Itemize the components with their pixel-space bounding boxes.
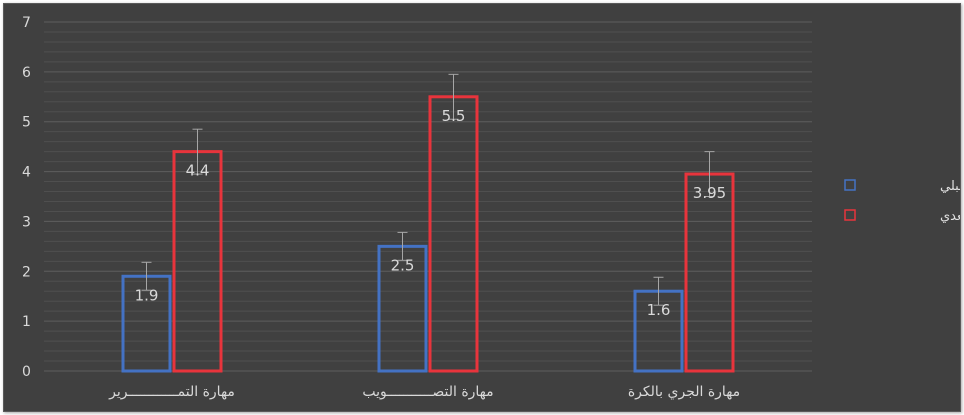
bar-chart: 0 1 2 3 4 5 6 7 1.9 4.4 2.5 5.5 1.6 3.95 مهارة التمـ… (22, 15, 960, 400)
data-labels: 1.9 4.4 2.5 5.5 1.6 3.95 (135, 107, 727, 319)
error-bar (653, 276, 664, 306)
legend-label: القياس البعدي (940, 209, 960, 224)
error-bar (448, 73, 459, 120)
y-tick-label: 2 (22, 264, 31, 280)
y-tick-label: 0 (22, 364, 31, 380)
legend-label: القياس القبلي (940, 179, 960, 194)
category-label: مهارة التمــــــــــــرير (108, 384, 235, 400)
data-label: 3.95 (693, 184, 726, 202)
y-axis-tick-labels: 0 1 2 3 4 5 6 7 (22, 15, 31, 380)
data-label: 4.4 (186, 162, 210, 180)
x-axis-category-labels: مهارة التمــــــــــــرير مهارة التصـــــ… (108, 384, 740, 400)
legend-item: القياس القبلي (844, 179, 960, 194)
chart-area: 0 1 2 3 4 5 6 7 1.9 4.4 2.5 5.5 1.6 3.95 مهارة التمـ… (3, 3, 961, 412)
bar (428, 95, 479, 373)
gridlines (44, 21, 812, 372)
data-label: 1.9 (135, 286, 159, 304)
y-tick-label: 1 (22, 314, 31, 330)
legend-swatch (844, 179, 856, 191)
y-tick-label: 7 (22, 15, 31, 31)
data-label: 2.5 (391, 256, 415, 274)
legend: القياس القبلي القياس البعدي (844, 179, 960, 224)
error-bar (141, 261, 152, 291)
legend-swatch (844, 209, 856, 221)
y-tick-label: 5 (22, 115, 31, 131)
error-bar (397, 231, 408, 261)
error-bar (704, 151, 715, 197)
bars (121, 95, 735, 373)
legend-item: القياس البعدي (844, 209, 960, 224)
y-tick-label: 4 (22, 165, 31, 181)
category-label: مهارة الجري بالكرة (628, 384, 740, 400)
y-tick-label: 6 (22, 65, 31, 81)
data-label: 1.6 (647, 301, 671, 319)
data-label: 5.5 (442, 107, 466, 125)
error-bar (192, 128, 203, 175)
category-label: مهارة التصـــــــــــويب (362, 384, 493, 400)
error-bars (141, 73, 715, 306)
y-tick-label: 3 (22, 214, 31, 230)
